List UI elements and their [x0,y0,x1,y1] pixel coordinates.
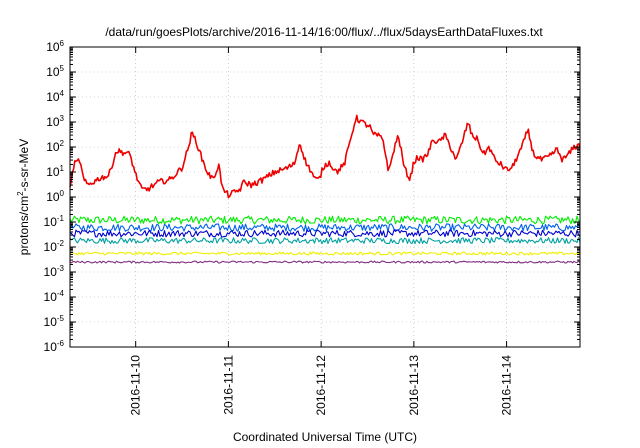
series-line-2 [69,223,581,232]
x-tick-label: 2016-11-10 [129,355,143,416]
plot-lines [69,114,581,264]
y-tick-label: 10-3 [44,264,65,279]
y-tick-label: 10-5 [44,314,65,329]
y-axis: 10-6 10-5 10-4 10-3 10-2 10-1 100 101 102 103 104 1… [44,39,580,354]
y-tick-label: 106 [46,39,64,54]
series-line-3 [69,229,581,238]
chart-title: /data/run/goesPlots/archive/2016-11-14/1… [105,25,543,39]
series-line-1 [69,215,581,225]
y-tick-label: 100 [46,189,64,204]
y-tick-label: 102 [46,139,64,154]
x-tick-label: 2016-11-11 [221,355,235,415]
series-line-0 [69,114,581,199]
y-tick-label: 105 [46,64,64,79]
x-tick-label: 2016-11-13 [407,355,421,416]
grid [70,46,580,348]
y-tick-label: 10-6 [44,339,65,354]
series-line-6 [69,260,581,264]
y-tick-label: 104 [46,89,64,104]
x-axis: 2016-11-10 2016-11-11 2016-11-12 2016-11-13… [129,47,514,416]
y-tick-label: 101 [46,164,64,179]
x-axis-label: Coordinated Universal Time (UTC) [233,430,417,444]
series-line-4 [69,237,581,245]
x-tick-label: 2016-11-12 [314,355,328,416]
y-tick-label: 10-1 [44,214,65,229]
y-axis-label: protons/cm2-s-sr-MeV [16,139,31,255]
series-line-5 [69,251,581,256]
y-tick-label: 10-4 [44,289,65,304]
y-tick-label: 103 [46,114,64,129]
x-tick-label: 2016-11-14 [500,355,514,416]
y-tick-label: 10-2 [44,239,65,254]
